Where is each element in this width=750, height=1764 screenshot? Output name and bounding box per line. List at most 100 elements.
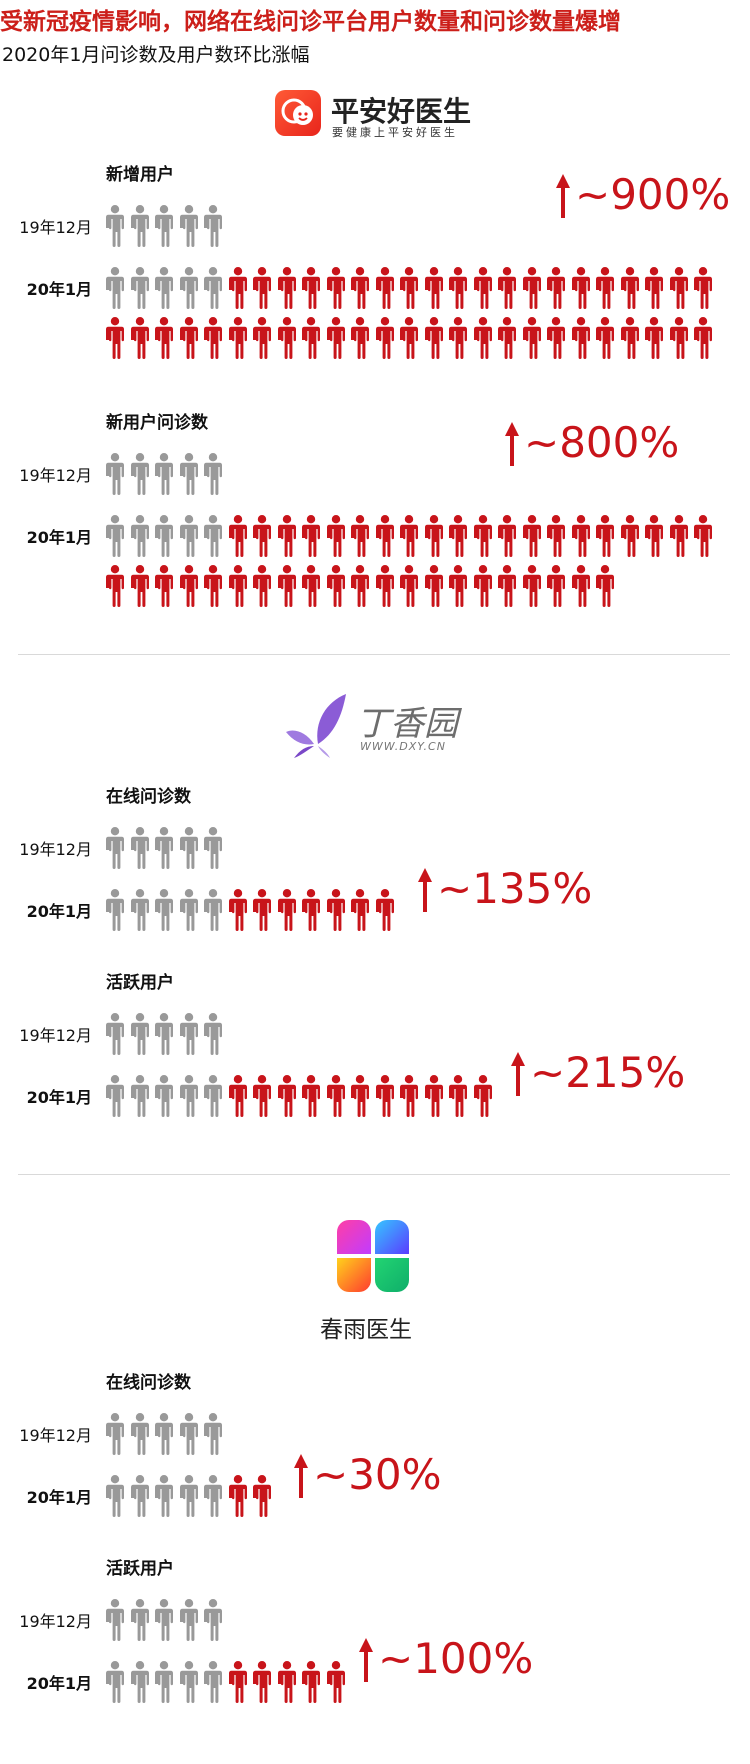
person-icon-increase [375,889,394,931]
person-icon-increase [375,1075,394,1117]
person-icon-before [155,827,173,869]
section-divider [18,1174,730,1175]
growth-percent-label: ~135% [437,864,593,913]
person-icon-increase [253,1475,271,1517]
person-icon-increase [694,515,712,557]
metric-label: 新增用户 [106,165,174,185]
person-icon-increase [620,267,639,309]
chunyu-petal-logo-icon [337,1220,409,1292]
person-icon-before [106,1599,124,1641]
person-icon-increase [228,1475,247,1517]
period-label-after: 20年1月 [26,1674,92,1693]
person-icon-increase [547,565,565,607]
person-icon-increase [620,515,639,557]
pingan-doctor-logo-icon [275,90,321,136]
person-icon-increase [253,515,271,557]
person-icon-increase [106,317,124,359]
person-icon-before [204,1599,222,1641]
person-icon-increase [620,317,639,359]
person-icon-before [106,827,124,869]
person-icon-before [204,205,222,247]
person-icon-before [130,1599,149,1641]
growth-percent-label: ~900% [575,170,731,219]
person-icon-before [155,889,173,931]
person-icon-increase [522,317,541,359]
person-icon-before [106,453,124,495]
chunyu-logo: 春雨医生 [300,1218,450,1343]
person-icon-increase [302,1661,320,1703]
person-icon-before [155,1013,173,1055]
chunyu-logo-name: 春雨医生 [320,1317,412,1343]
person-icon-increase [302,317,320,359]
person-icon-increase [424,267,443,309]
person-icon-increase [351,515,369,557]
person-icon-before [179,453,198,495]
person-icon-increase [669,267,688,309]
person-icon-before [106,515,124,557]
person-icon-before [106,1413,124,1455]
period-label-before: 19年12月 [19,466,92,485]
person-icon-before [106,1475,124,1517]
person-icon-increase [179,565,198,607]
person-icon-before [130,1661,149,1703]
person-icon-increase [571,267,590,309]
person-icon-before [179,827,198,869]
person-icon-increase [228,889,247,931]
person-icon-increase [228,1075,247,1117]
up-arrow-icon [505,422,519,466]
growth-percent-label: ~215% [530,1048,686,1097]
person-icon-increase [498,565,516,607]
person-icon-before [179,1661,198,1703]
person-icon-increase [302,267,320,309]
person-icon-increase [498,267,516,309]
metric-label: 活跃用户 [106,973,174,993]
person-icon-before [106,889,124,931]
person-icon-increase [155,317,173,359]
person-icon-before [155,515,173,557]
page-subtitle: 2020年1月问诊数及用户数环比涨幅 [2,44,310,66]
growth-percent-label: ~100% [378,1634,534,1683]
period-label-before: 19年12月 [19,218,92,237]
up-arrow-icon [418,868,432,912]
person-icon-increase [375,317,394,359]
period-label-before: 19年12月 [19,1426,92,1445]
person-icon-before [204,1475,222,1517]
person-icon-before [130,1413,149,1455]
person-icon-increase [669,515,688,557]
person-icon-before [179,889,198,931]
person-icon-before [204,1013,222,1055]
person-icon-increase [351,1075,369,1117]
person-icon-before [155,1475,173,1517]
person-icon-increase [596,317,614,359]
pingan-logo-tagline: 要健康上平安好医生 [332,126,458,139]
dxy-butterfly-logo-icon [286,694,346,758]
person-icon-increase [375,565,394,607]
person-icon-increase [326,267,345,309]
person-icon-increase [326,565,345,607]
person-icon-increase [130,565,149,607]
person-icon-increase [204,565,222,607]
period-label-after: 20年1月 [26,902,92,921]
person-icon-increase [596,565,614,607]
person-icon-before [106,205,124,247]
person-icon-increase [473,1075,492,1117]
person-icon-increase [253,565,271,607]
person-icon-increase [277,317,296,359]
pingan-logo-name: 平安好医生 [331,95,472,128]
person-icon-before [130,1475,149,1517]
person-icon-increase [424,565,443,607]
person-icon-increase [571,317,590,359]
person-icon-before [106,1661,124,1703]
person-icon-increase [400,515,418,557]
person-icon-before [179,1013,198,1055]
person-icon-increase [400,565,418,607]
period-label-before: 19年12月 [19,840,92,859]
person-icon-increase [253,1661,271,1703]
person-icon-increase [669,317,688,359]
person-icon-before [204,1075,222,1117]
metric-label: 活跃用户 [106,1559,174,1579]
up-arrow-icon [511,1052,525,1096]
person-icon-increase [326,889,345,931]
period-label-before: 19年12月 [19,1026,92,1045]
person-icon-before [179,267,198,309]
